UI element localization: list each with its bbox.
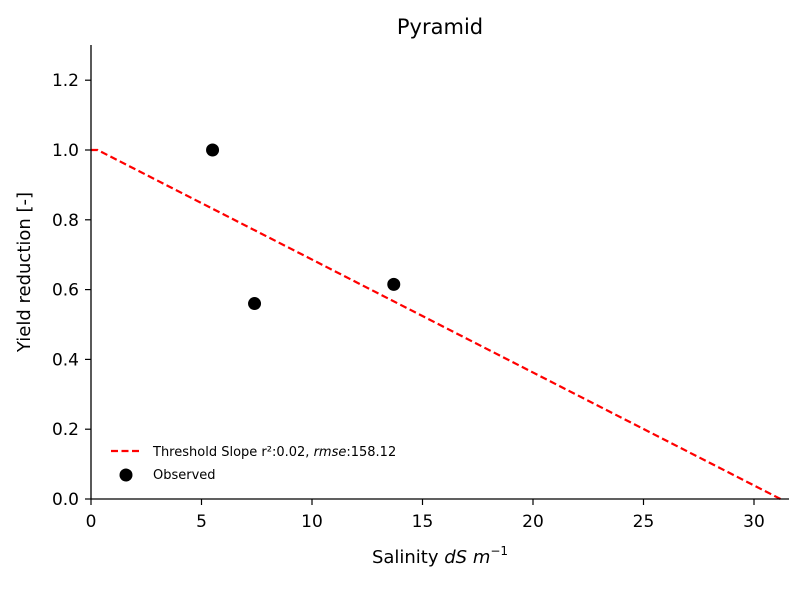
x-tick-label: 0 xyxy=(86,512,97,532)
y-tick-label: 0.4 xyxy=(52,350,79,370)
series-layer xyxy=(91,143,782,500)
observed-point xyxy=(387,277,401,291)
x-tick-label: 20 xyxy=(522,512,544,532)
y-axis-label: Yield reduction [-] xyxy=(14,192,35,353)
threshold-slope-line xyxy=(91,148,782,500)
x-tick-label: 25 xyxy=(633,512,655,532)
observed-point xyxy=(206,143,220,157)
legend-marker-label: Observed xyxy=(153,468,216,483)
x-tick-label: 30 xyxy=(743,512,765,532)
x-tick-label: 10 xyxy=(301,512,323,532)
y-tick-label: 0.6 xyxy=(52,281,79,301)
y-tick-label: 0.2 xyxy=(52,420,79,440)
y-tick-label: 1.0 xyxy=(52,141,79,161)
legend: Threshold Slope r²:0.02, rmse:158.12 Obs… xyxy=(111,445,396,483)
y-tick-label: 0.0 xyxy=(52,490,79,510)
tick-layer: 0 5 10 15 20 25 30 0.0 0.2 0.4 0.6 0.8 1.0 1.2 xyxy=(52,71,765,532)
y-tick-label: 1.2 xyxy=(52,71,79,91)
observed-point xyxy=(248,297,262,311)
y-tick-label: 0.8 xyxy=(52,211,79,231)
x-tick-label: 15 xyxy=(412,512,434,532)
legend-line-label: Threshold Slope r²:0.02, rmse:158.12 xyxy=(152,445,396,460)
x-tick-label: 5 xyxy=(196,512,207,532)
chart-title: Pyramid xyxy=(397,15,483,39)
legend-marker-observed xyxy=(119,468,133,482)
x-axis-label: Salinity dS m−1 xyxy=(372,544,508,568)
